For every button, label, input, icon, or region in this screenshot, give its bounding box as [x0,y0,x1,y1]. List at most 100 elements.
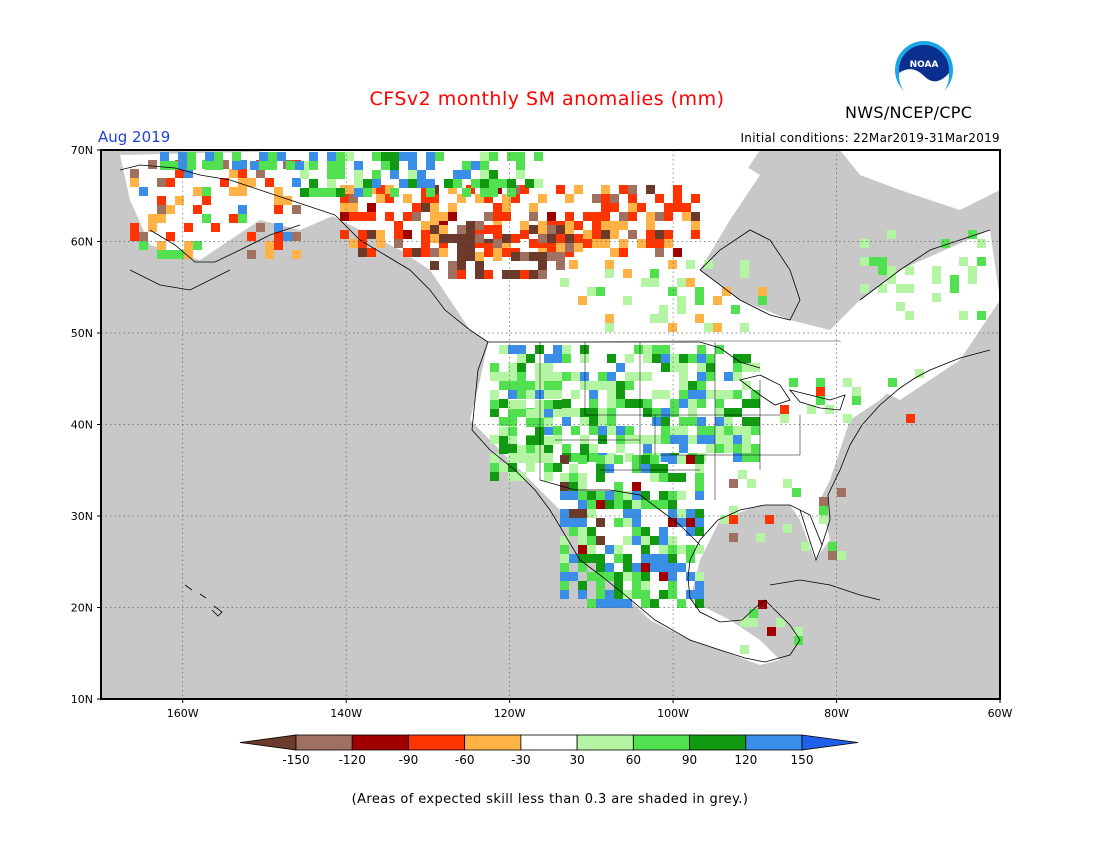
anomaly-cell [767,627,776,636]
anomaly-cell [605,572,614,581]
anomaly-cell [475,194,484,203]
anomaly-cell [641,278,650,287]
anomaly-cell [367,203,376,212]
lat-label: 40N [71,419,93,432]
anomaly-cell [345,152,354,161]
anomaly-cell [499,345,508,354]
anomaly-cell [490,400,499,409]
anomaly-cell [695,590,704,599]
anomaly-cell [959,257,968,266]
anomaly-cell [569,473,578,482]
anomaly-cell [605,464,614,473]
anomaly-cell [560,482,569,491]
anomaly-cell [457,225,466,234]
anomaly-cell [592,212,601,221]
anomaly-cell [679,417,688,426]
anomaly-cell [941,239,950,248]
anomaly-cell [794,636,803,645]
anomaly-cell [408,179,417,188]
anomaly-cell [484,270,493,279]
anomaly-cell [686,518,695,527]
anomaly-cell [502,270,511,279]
anomaly-cell [385,194,394,203]
anomaly-cell [668,563,677,572]
anomaly-cell [309,152,318,161]
anomaly-cell [610,221,619,230]
anomaly-cell [596,500,605,509]
anomaly-cell [677,296,686,305]
anomaly-cell [731,305,740,314]
anomaly-cell [643,444,652,453]
anomaly-cell [508,390,517,399]
anomaly-cell [493,212,502,221]
anomaly-cell [592,221,601,230]
anomaly-cell [526,418,535,427]
anomaly-cell [825,405,834,414]
anomaly-cell [184,250,193,259]
anomaly-cell [643,399,652,408]
anomaly-cell [695,491,704,500]
anomaly-cell [184,241,193,250]
anomaly-cell [565,212,574,221]
anomaly-cell [623,500,632,509]
anomaly-cell [977,311,986,320]
anomaly-cell [376,239,385,248]
anomaly-cell [493,230,502,239]
anomaly-cell [475,270,484,279]
anomaly-cell [544,444,553,453]
anomaly-cell [688,390,697,399]
anomaly-cell [569,527,578,536]
anomaly-cell [677,563,686,572]
hawaii [184,584,223,617]
anomaly-cell [632,527,641,536]
anomaly-cell [202,214,211,223]
anomaly-cell [641,572,650,581]
anomaly-cell [569,482,578,491]
anomaly-cell [556,230,565,239]
anomaly-cell [205,152,214,161]
anomaly-cell [569,554,578,563]
anomaly-cell [256,169,265,178]
anomaly-cell [475,252,484,261]
anomaly-cell [679,435,688,444]
anomaly-cell [484,212,493,221]
anomaly-cell [399,152,408,161]
anomaly-cell [453,179,462,188]
anomaly-cell [632,563,641,572]
anomaly-cell [517,354,526,363]
anomaly-cell [887,275,896,284]
anomaly-cell [887,266,896,275]
lon-label: 80W [824,707,849,720]
anomaly-cell [565,243,574,252]
anomaly-cell [544,426,553,435]
anomaly-cell [641,500,650,509]
anomaly-cell [607,426,616,435]
anomaly-cell [765,515,774,524]
anomaly-cell [878,284,887,293]
anomaly-cell [544,463,553,472]
anomaly-cell [259,152,268,161]
anomaly-cell [508,400,517,409]
colorbar-box [576,734,634,751]
anomaly-cell [623,269,632,278]
anomaly-cell [780,414,789,423]
anomaly-cell [614,581,623,590]
anomaly-cell [792,488,801,497]
anomaly-cell [430,234,439,243]
anomaly-cell [724,444,733,453]
anomaly-cell [535,445,544,454]
anomaly-cell [738,470,747,479]
anomaly-cell [691,221,700,230]
anomaly-cell [713,323,722,332]
anomaly-cell [490,463,499,472]
anomaly-cell [526,436,535,445]
anomaly-cell [758,600,767,609]
anomaly-cell [421,239,430,248]
lon-label: 140W [330,707,362,720]
anomaly-cell [265,241,274,250]
anomaly-cell [417,170,426,179]
anomaly-cell [733,363,742,372]
anomaly-cell [574,243,583,252]
anomaly-cell [724,372,733,381]
anomaly-cell [610,248,619,257]
